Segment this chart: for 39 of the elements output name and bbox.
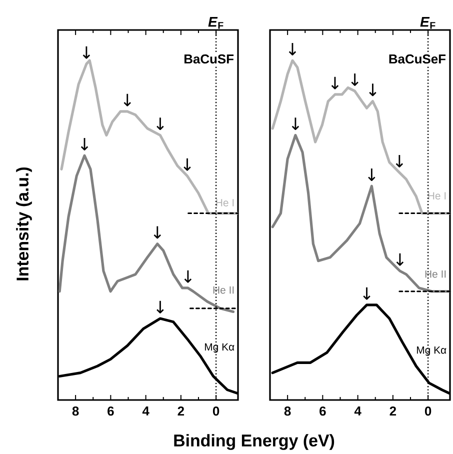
- annotation: ↓: [369, 84, 376, 96]
- x-tick-label: 2: [390, 406, 396, 416]
- annotation: ↓: [292, 118, 300, 130]
- annotation: ↓: [80, 138, 88, 150]
- x-tick-label: 6: [108, 406, 114, 416]
- series-label: He I: [428, 192, 446, 200]
- series-label: Mg Kα: [204, 343, 234, 353]
- annotation: ↓: [184, 270, 192, 283]
- chart-title: BaCuSeF: [389, 54, 446, 64]
- annotation: ↓: [396, 253, 404, 266]
- annotation: ↓: [124, 94, 131, 106]
- annotation: ↓: [156, 118, 164, 130]
- x-tick-label: 6: [320, 406, 326, 416]
- series-label: He I: [216, 199, 234, 206]
- series-label: He II: [213, 286, 234, 294]
- y-axis-title: Intensity (a.u.): [16, 167, 32, 280]
- annotation: ↓: [288, 42, 296, 56]
- chart-title: BaCuSF: [184, 54, 234, 64]
- annotation: ↓: [184, 158, 191, 171]
- annotation: ↓: [156, 300, 164, 314]
- x-tick-label: 0: [424, 406, 432, 416]
- x-tick-label: 0: [212, 406, 220, 416]
- annotation: ↓: [396, 154, 404, 168]
- annotation: ↓: [363, 287, 370, 300]
- x-tick-label: 2: [178, 406, 184, 416]
- x-tick-label: 4: [354, 406, 362, 416]
- x-tick-label: 8: [284, 406, 291, 416]
- annotation: ↓: [351, 73, 358, 86]
- ref-line-label: E$_{F}$: [208, 17, 224, 29]
- annotation: ↓: [368, 168, 376, 181]
- ref-line-label: E$_{F}$: [420, 17, 436, 29]
- series-label: He II: [425, 270, 446, 278]
- annotation: ↓: [82, 46, 90, 59]
- annotation: ↓: [154, 226, 161, 239]
- x-tick-label: 8: [72, 406, 79, 416]
- x-axis-title: Binding Energy (eV): [174, 434, 334, 450]
- x-tick-label: 4: [142, 406, 150, 416]
- series-label: Mg Kα: [416, 346, 446, 356]
- annotation: ↓: [331, 76, 339, 90]
